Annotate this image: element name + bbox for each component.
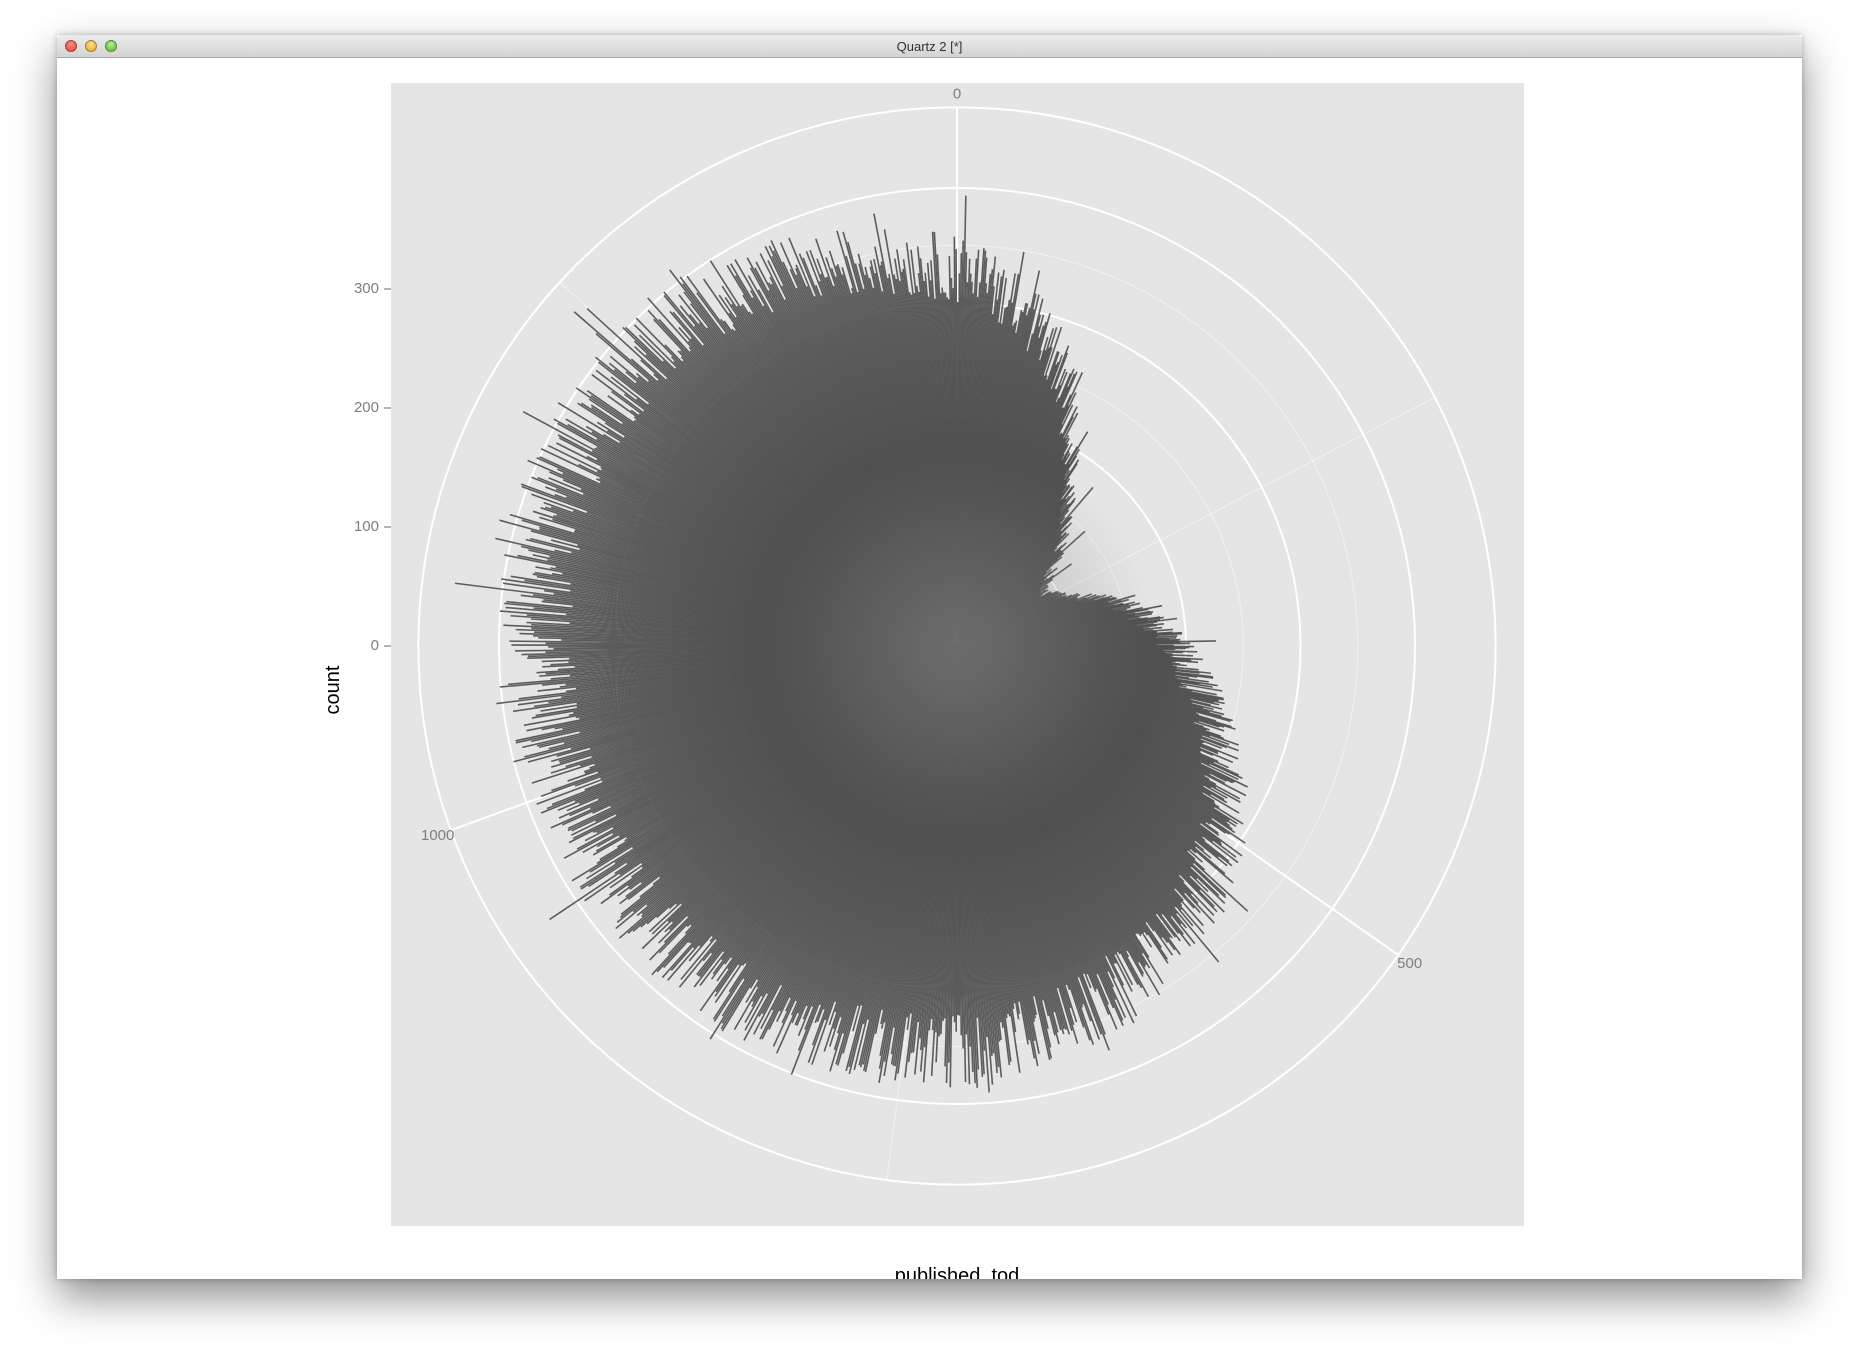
quartz-window: Quartz 2 [*] 0 500 1000 0 100 200 300 pu… <box>57 35 1802 1279</box>
y-axis-title: count <box>322 665 344 714</box>
x-axis-title: published_tod <box>895 1265 1020 1279</box>
outer-grid-ring <box>417 106 1497 1186</box>
y-tick-label-0: 0 <box>371 637 379 654</box>
polar-bar-chart: 0 500 1000 0 100 200 300 published_tod c… <box>322 83 1524 1279</box>
y-tick-label-300: 300 <box>354 280 379 297</box>
y-tick-label-100: 100 <box>354 518 379 535</box>
bar-core-shading <box>757 446 1157 846</box>
window-title: Quartz 2 [*] <box>896 39 963 54</box>
y-tick-label-200: 200 <box>354 399 379 416</box>
zoom-button[interactable] <box>105 40 117 52</box>
close-button[interactable] <box>65 40 77 52</box>
minimize-button[interactable] <box>85 40 97 52</box>
x-tick-label-1000: 1000 <box>421 827 454 844</box>
x-tick-label-0: 0 <box>953 85 961 102</box>
x-tick-label-500: 500 <box>1397 955 1422 972</box>
x-tick-labels: 0 500 1000 <box>421 85 1422 972</box>
title-bar[interactable]: Quartz 2 [*] <box>57 35 1802 58</box>
bars-layer <box>454 195 1249 1093</box>
y-axis: 0 100 200 300 <box>354 280 391 654</box>
